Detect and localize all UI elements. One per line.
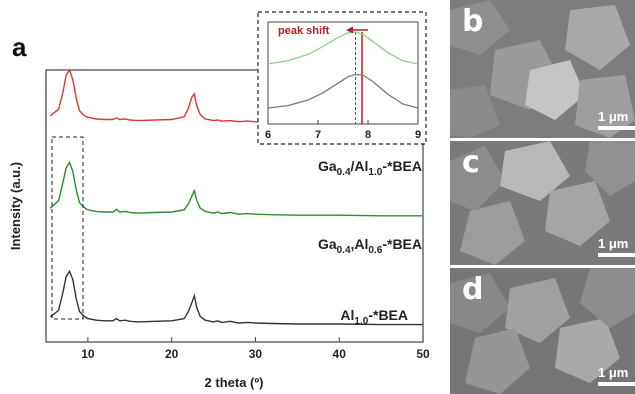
scale-bar-c bbox=[598, 253, 635, 257]
sem-panel-d-letter: d bbox=[462, 272, 484, 307]
sem-panel-d: d 1 μm bbox=[450, 268, 635, 394]
legend-label-1: Ga0.4,Al0.6-*BEA bbox=[318, 236, 422, 256]
sem-image-c bbox=[450, 141, 635, 265]
peak-shift-arrow bbox=[346, 26, 368, 34]
scale-bar-b bbox=[598, 126, 635, 130]
panel-a-label: a bbox=[12, 32, 27, 62]
inset-x-tick-label-9: 9 bbox=[415, 129, 421, 141]
series-line-0 bbox=[49, 269, 423, 326]
xrd-main-chart: 10 20 30 40 50 Ga0.4/Al1.0-*BEA Ga0.4,Al0.6-*… bbox=[8, 68, 430, 390]
sem-panel-b: b 1 μm bbox=[450, 0, 635, 138]
inset-x-tick-label-7: 7 bbox=[315, 129, 321, 141]
x-tick-label-40: 40 bbox=[333, 347, 347, 361]
x-axis-label: 2 theta (º) bbox=[205, 375, 264, 390]
sem-image-b bbox=[450, 0, 635, 138]
inset-annotation: peak shift bbox=[278, 25, 330, 37]
x-tick-label-50: 50 bbox=[416, 347, 430, 361]
x-tick-label-30: 30 bbox=[249, 347, 263, 361]
sem-panel-c: c 1 μm bbox=[450, 141, 635, 265]
scale-bar-label-c: 1 μm bbox=[598, 236, 629, 251]
scale-bar-label-d: 1 μm bbox=[598, 365, 629, 380]
series-line-2 bbox=[49, 68, 423, 125]
sem-panel-b-letter: b bbox=[462, 4, 484, 39]
inset-frame bbox=[257, 11, 427, 145]
series-line-1 bbox=[49, 160, 423, 217]
scale-bar-label-b: 1 μm bbox=[598, 109, 629, 124]
xrd-inset-chart: 6 7 8 9 peak shift bbox=[257, 11, 427, 145]
legend-label-0: Ga0.4/Al1.0-*BEA bbox=[318, 158, 422, 178]
inset-x-tick-label-6: 6 bbox=[265, 129, 271, 141]
scale-bar-d bbox=[598, 382, 635, 386]
y-axis-label: Intensity (a.u.) bbox=[8, 162, 23, 250]
x-tick-label-10: 10 bbox=[81, 347, 95, 361]
inset-x-tick-label-8: 8 bbox=[365, 129, 371, 141]
main-plot-frame bbox=[45, 69, 424, 343]
inset-series-line-1 bbox=[267, 73, 419, 109]
legend-label-2: Al1.0-*BEA bbox=[340, 307, 408, 327]
inset-plot-frame bbox=[267, 21, 419, 125]
sem-image-d bbox=[450, 268, 635, 394]
x-tick-label-20: 20 bbox=[165, 347, 179, 361]
sem-panel-c-letter: c bbox=[462, 145, 480, 180]
zoom-region-box bbox=[51, 136, 84, 320]
